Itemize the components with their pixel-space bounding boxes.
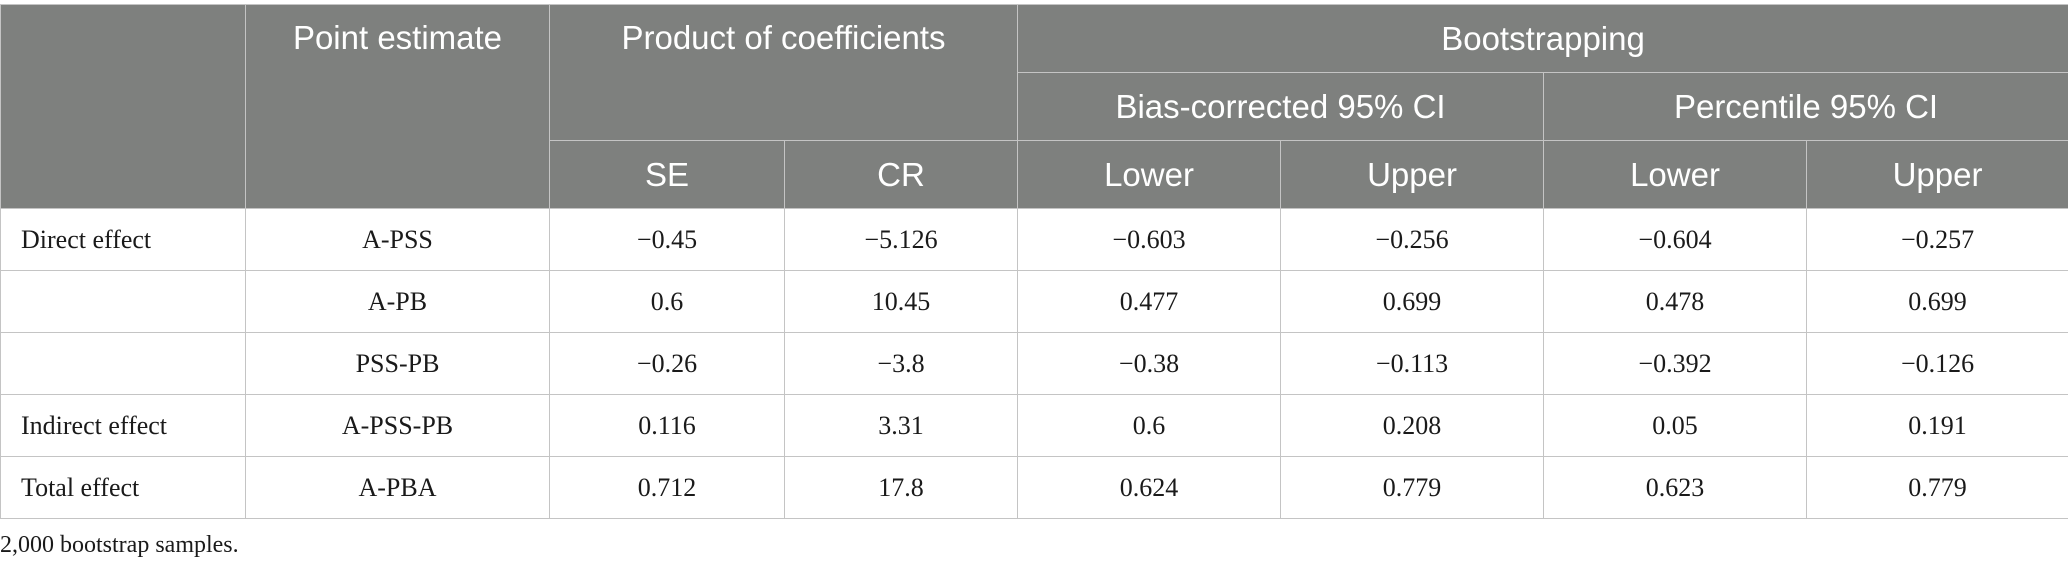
pc-upper-cell: −0.126 [1806, 332, 2068, 395]
pc-upper-cell: 0.191 [1806, 394, 2068, 457]
header-cr: CR [783, 140, 1019, 209]
cr-cell: −3.8 [783, 332, 1019, 395]
header-se: SE [549, 140, 785, 209]
header-row-1: Point estimate Product of coefficients B… [0, 4, 2068, 209]
bc-lower-cell: −0.38 [1017, 332, 1282, 395]
cr-cell: 10.45 [783, 270, 1019, 333]
header-row-2: Bias-corrected 95% CI Percentile 95% CI [1, 72, 2068, 141]
header-product-of-coefficients: Product of coefficients [548, 4, 1019, 141]
pc-lower-cell: −0.604 [1543, 208, 1808, 271]
pc-lower-cell: 0.05 [1543, 394, 1808, 457]
pc-lower-cell: 0.623 [1543, 456, 1808, 519]
bc-upper-cell: −0.113 [1280, 332, 1545, 395]
se-cell: 0.712 [549, 456, 785, 519]
path-cell: A-PSS [245, 208, 550, 271]
header-blank-cell [0, 4, 246, 209]
se-cell: −0.45 [549, 208, 785, 271]
table-body: Direct effect A-PSS −0.45 −5.126 −0.603 … [0, 208, 2068, 519]
pc-lower-cell: 0.478 [1543, 270, 1808, 333]
table-row: A-PB 0.6 10.45 0.477 0.699 0.478 0.699 [0, 270, 2068, 333]
table-row: Total effect A-PBA 0.712 17.8 0.624 0.77… [0, 456, 2068, 519]
path-cell: A-PB [245, 270, 550, 333]
path-cell: PSS-PB [245, 332, 550, 395]
header-bc-lower: Lower [1017, 140, 1282, 209]
pc-upper-cell: −0.257 [1806, 208, 2068, 271]
effect-cell: Indirect effect [0, 394, 246, 457]
header-bootstrapping: Bootstrapping [1017, 4, 2068, 73]
table-row: PSS-PB −0.26 −3.8 −0.38 −0.113 −0.392 −0… [0, 332, 2068, 395]
se-cell: 0.6 [549, 270, 785, 333]
bc-lower-cell: 0.6 [1017, 394, 1282, 457]
pc-lower-cell: −0.392 [1543, 332, 1808, 395]
cr-cell: 17.8 [783, 456, 1019, 519]
path-cell: A-PBA [245, 456, 550, 519]
effect-cell: Total effect [0, 456, 246, 519]
cr-cell: −5.126 [783, 208, 1019, 271]
pc-upper-cell: 0.779 [1806, 456, 2068, 519]
header-pc-upper: Upper [1806, 140, 2068, 209]
effect-cell: Direct effect [0, 208, 246, 271]
bc-upper-cell: 0.208 [1280, 394, 1545, 457]
path-cell: A-PSS-PB [245, 394, 550, 457]
bc-upper-cell: 0.699 [1280, 270, 1545, 333]
header-bc-upper: Upper [1280, 140, 1545, 209]
header-bias-corrected-ci: Bias-corrected 95% CI [1017, 72, 1545, 141]
effect-cell [0, 332, 246, 395]
se-cell: 0.116 [549, 394, 785, 457]
bc-lower-cell: −0.603 [1017, 208, 1282, 271]
table-header: Point estimate Product of coefficients B… [0, 4, 2068, 209]
header-point-estimate: Point estimate [245, 4, 550, 209]
pc-upper-cell: 0.699 [1806, 270, 2068, 333]
se-cell: −0.26 [549, 332, 785, 395]
bc-lower-cell: 0.624 [1017, 456, 1282, 519]
header-percentile-ci: Percentile 95% CI [1543, 72, 2068, 141]
bc-upper-cell: −0.256 [1280, 208, 1545, 271]
mediation-effects-table: Point estimate Product of coefficients B… [0, 4, 2068, 519]
bc-lower-cell: 0.477 [1017, 270, 1282, 333]
table-row: Indirect effect A-PSS-PB 0.116 3.31 0.6 … [0, 394, 2068, 457]
header-pc-lower: Lower [1543, 140, 1808, 209]
table-row: Direct effect A-PSS −0.45 −5.126 −0.603 … [0, 208, 2068, 271]
cr-cell: 3.31 [783, 394, 1019, 457]
bc-upper-cell: 0.779 [1280, 456, 1545, 519]
effect-cell [0, 270, 246, 333]
header-row-3: SE CR Lower Upper Lower Upper [1, 140, 2068, 209]
table-footnote: 2,000 bootstrap samples. [0, 532, 239, 558]
